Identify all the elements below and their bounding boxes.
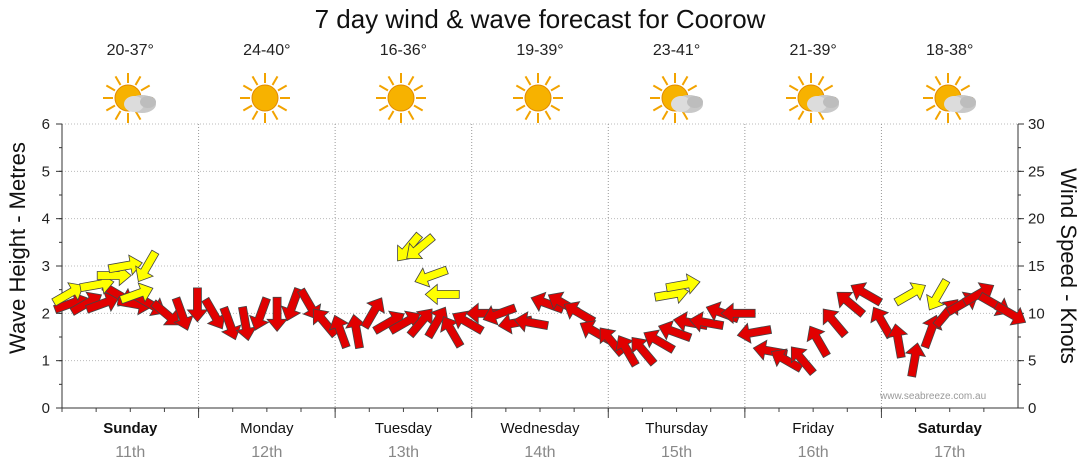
- wind-arrow: [657, 320, 693, 343]
- y-left-tick-label: 6: [42, 116, 50, 133]
- partly-cloudy-icon: [918, 70, 982, 126]
- day-name-label: Thursday: [645, 420, 708, 437]
- day-name-label: Tuesday: [374, 420, 432, 437]
- y-left-tick-label: 2: [42, 305, 50, 322]
- wind-arrow: [720, 302, 756, 325]
- day-date-label: 17th: [934, 444, 966, 461]
- day-date-label: 15th: [660, 444, 693, 461]
- day-temperature: 18-38°: [926, 42, 974, 59]
- y-left-tick-label: 3: [42, 258, 50, 275]
- day-date-label: 12th: [251, 444, 283, 461]
- gust-arrow: [414, 265, 449, 288]
- gust-arrow: [135, 249, 160, 283]
- y-left-tick-label: 0: [42, 400, 50, 417]
- sunny-icon: [235, 70, 299, 126]
- wind-arrow: [482, 303, 518, 326]
- day-temperature: 19-39°: [516, 42, 564, 59]
- chart-title: 7 day wind & wave forecast for Coorow: [314, 4, 766, 34]
- y-right-tick-label: 0: [1028, 400, 1036, 417]
- day-temperature: 20-37°: [106, 42, 154, 59]
- wind-arrow: [249, 296, 271, 331]
- sunny-icon: [508, 70, 572, 126]
- wind-arrow: [219, 305, 242, 341]
- partly-cloudy-icon: [645, 70, 709, 126]
- wind-arrow: [806, 325, 831, 359]
- y-right-tick-label: 25: [1028, 163, 1045, 180]
- gust-arrow: [665, 273, 701, 295]
- day-temperature: 24-40°: [243, 42, 291, 59]
- wind-arrow: [836, 291, 867, 318]
- day-name-label: Saturday: [917, 420, 982, 437]
- day-name-label: Friday: [792, 420, 834, 437]
- partly-cloudy-icon: [98, 70, 162, 126]
- wind-arrow: [328, 314, 351, 350]
- wind-arrow: [904, 342, 927, 378]
- y-right-tick-label: 20: [1028, 211, 1045, 228]
- wind-arrow: [312, 308, 339, 339]
- wind-arrow: [266, 296, 288, 332]
- day-temperature: 23-41°: [652, 42, 701, 59]
- day-date-label: 14th: [524, 444, 556, 461]
- gust-arrow: [926, 277, 951, 311]
- y-left-tick-label: 4: [42, 211, 50, 228]
- wind-arrow: [530, 291, 565, 314]
- day-temperature: 16-36°: [379, 42, 428, 59]
- gust-arrow: [119, 282, 154, 305]
- y-right-tick-label: 5: [1028, 353, 1036, 370]
- day-date-label: 16th: [797, 444, 829, 461]
- gust-arrow: [406, 233, 436, 260]
- sunny-icon: [371, 70, 435, 126]
- y-right-tick-label: 10: [1028, 305, 1045, 322]
- wind-arrow: [850, 282, 884, 307]
- day-temperature: 21-39°: [789, 42, 837, 59]
- day-date-label: 11th: [115, 444, 146, 461]
- watermark: www.seabreeze.com.au: [880, 391, 987, 402]
- gust-arrow: [424, 283, 460, 306]
- y-left-tick-label: 5: [42, 163, 50, 180]
- wind-arrow: [513, 311, 549, 333]
- day-name-label: Sunday: [103, 420, 158, 437]
- y-right-tick-label: 30: [1028, 116, 1045, 133]
- gust-arrow: [51, 282, 84, 307]
- wind-arrow: [886, 323, 909, 359]
- day-date-label: 13th: [387, 444, 419, 461]
- gust-arrow: [107, 254, 143, 276]
- day-name-label: Wednesday: [500, 420, 580, 437]
- wind-arrow: [280, 286, 303, 322]
- wind-arrow: [993, 301, 1027, 326]
- wind-arrow: [360, 297, 385, 330]
- y-left-tick-label: 1: [42, 353, 50, 370]
- gust-arrow: [893, 282, 927, 307]
- y-right-tick-label: 15: [1028, 258, 1045, 275]
- wind-arrow: [643, 329, 676, 354]
- wind-arrow: [688, 311, 725, 333]
- wind-arrow: [770, 348, 804, 373]
- wind-arrow: [822, 308, 849, 339]
- day-name-label: Monday: [240, 420, 294, 437]
- partly-cloudy-icon: [781, 70, 845, 126]
- wind-arrow: [736, 322, 773, 344]
- wind-arrow: [790, 346, 817, 377]
